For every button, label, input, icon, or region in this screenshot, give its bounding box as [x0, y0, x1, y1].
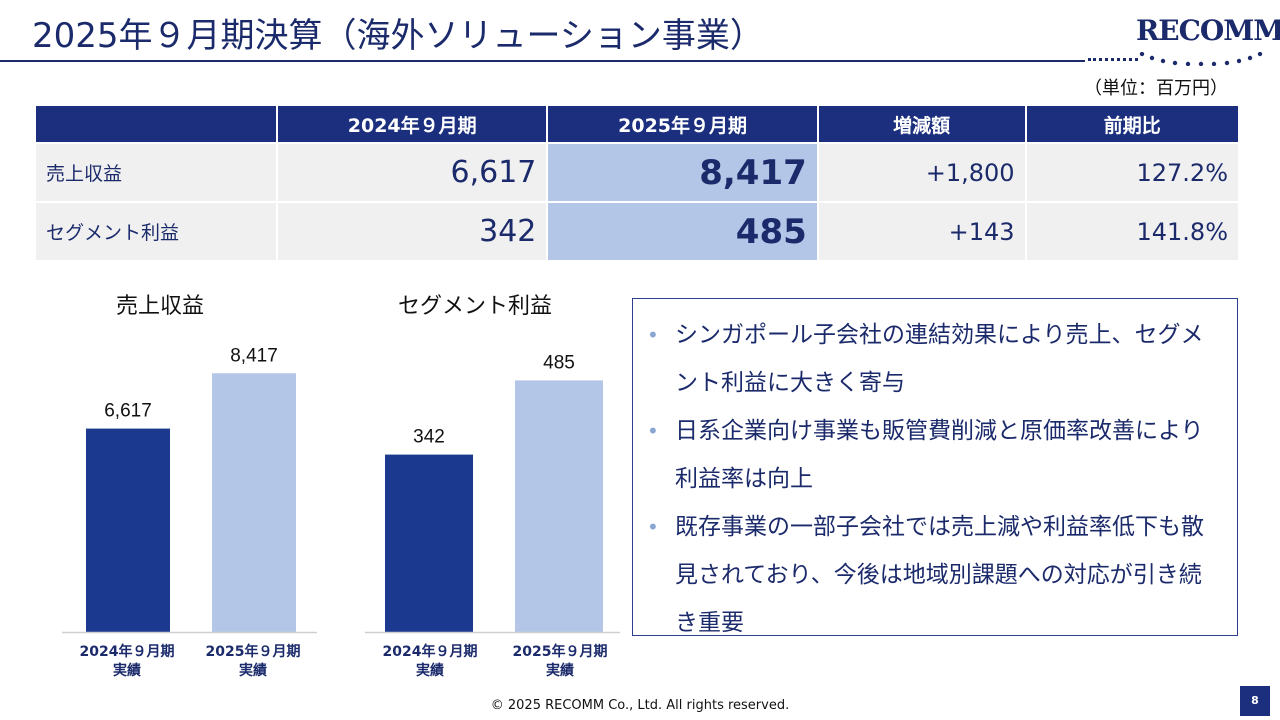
x-label-line: 2025年９月期: [512, 644, 608, 660]
x-label-line: 実績: [546, 663, 574, 679]
row-label: 売上収益: [36, 142, 276, 201]
page-number: 8: [1240, 686, 1270, 716]
title-underline-dots: [1088, 58, 1138, 62]
table-row: 売上収益 6,617 8,417 +1,800 127.2%: [36, 142, 1238, 201]
list-item: • 日系企業向け事業も販管費削減と原価率改善により利益率は向上: [647, 407, 1223, 503]
segment-x-label: 2024年９月期 実績: [365, 643, 495, 681]
logo-text: RECOMM: [1136, 14, 1280, 47]
company-logo: RECOMM: [1128, 8, 1280, 68]
bullet-icon: •: [647, 323, 659, 347]
revenue-x-label: 2024年９月期 実績: [62, 643, 192, 681]
table-header-cell: 前期比: [1026, 106, 1238, 142]
bar-1: [385, 454, 473, 632]
row-label: セグメント利益: [36, 201, 276, 260]
list-item: • シンガポール子会社の連結効果により売上、セグメント利益に大きく寄与: [647, 311, 1223, 407]
segment-profit-chart: 342 485: [365, 352, 620, 634]
x-label-line: 実績: [416, 663, 444, 679]
logo-dots-arc: [1139, 52, 1263, 66]
revenue-chart-title: 売上収益: [116, 294, 205, 319]
ratio-value: 127.2%: [1026, 142, 1238, 201]
diff-value: +1,800: [818, 142, 1025, 201]
page-title: 2025年９月期決算（海外ソリューション事業）: [32, 16, 764, 56]
table-header-cell: 2025年９月期: [548, 106, 817, 142]
curr-value: 8,417: [548, 142, 817, 201]
list-item-text: 日系企業向け事業も販管費削減と原価率改善により利益率は向上: [675, 418, 1204, 492]
commentary-list: • シンガポール子会社の連結効果により売上、セグメント利益に大きく寄与 • 日系…: [647, 311, 1223, 647]
bullet-icon: •: [647, 515, 659, 539]
prev-value: 6,617: [278, 142, 547, 201]
list-item-text: シンガポール子会社の連結効果により売上、セグメント利益に大きく寄与: [675, 322, 1204, 396]
bar-value-label: 485: [543, 352, 575, 373]
prev-value: 342: [278, 201, 547, 260]
x-label-line: 2024年９月期: [382, 644, 478, 660]
curr-value: 485: [548, 201, 817, 260]
bar-value-label: 8,417: [230, 345, 278, 366]
table-header-cell: [36, 106, 276, 142]
table-header-cell: 2024年９月期: [278, 106, 547, 142]
bar-value-label: 342: [413, 427, 445, 448]
list-item: • 既存事業の一部子会社では売上減や利益率低下も散見されており、今後は地域別課題…: [647, 503, 1223, 647]
summary-table: 2024年９月期 2025年９月期 増減額 前期比 売上収益 6,617 8,4…: [34, 106, 1240, 260]
segment-x-label: 2025年９月期 実績: [495, 643, 625, 681]
table-header-cell: 増減額: [818, 106, 1025, 142]
segment-profit-chart-title: セグメント利益: [398, 294, 553, 319]
bar-2: [212, 373, 296, 632]
revenue-x-label: 2025年９月期 実績: [188, 643, 318, 681]
x-label-line: 2025年９月期: [205, 644, 301, 660]
diff-value: +143: [818, 201, 1025, 260]
copyright-footer: © 2025 RECOMM Co., Ltd. All rights reser…: [490, 698, 790, 713]
table-header-row: 2024年９月期 2025年９月期 増減額 前期比: [36, 106, 1238, 142]
commentary-box: • シンガポール子会社の連結効果により売上、セグメント利益に大きく寄与 • 日系…: [632, 298, 1238, 636]
title-underline: [0, 60, 1085, 62]
x-label-line: 実績: [113, 663, 141, 679]
bullet-icon: •: [647, 419, 659, 443]
unit-label: （単位：百万円）: [1084, 78, 1228, 99]
revenue-chart: 6,617 8,417: [62, 345, 317, 634]
bar-2: [515, 380, 603, 632]
table-row: セグメント利益 342 485 +143 141.8%: [36, 201, 1238, 260]
ratio-value: 141.8%: [1026, 201, 1238, 260]
bar-value-label: 6,617: [104, 401, 152, 422]
x-label-line: 実績: [239, 663, 267, 679]
x-label-line: 2024年９月期: [79, 644, 175, 660]
bar-1: [86, 428, 170, 632]
list-item-text: 既存事業の一部子会社では売上減や利益率低下も散見されており、今後は地域別課題への…: [675, 514, 1204, 636]
